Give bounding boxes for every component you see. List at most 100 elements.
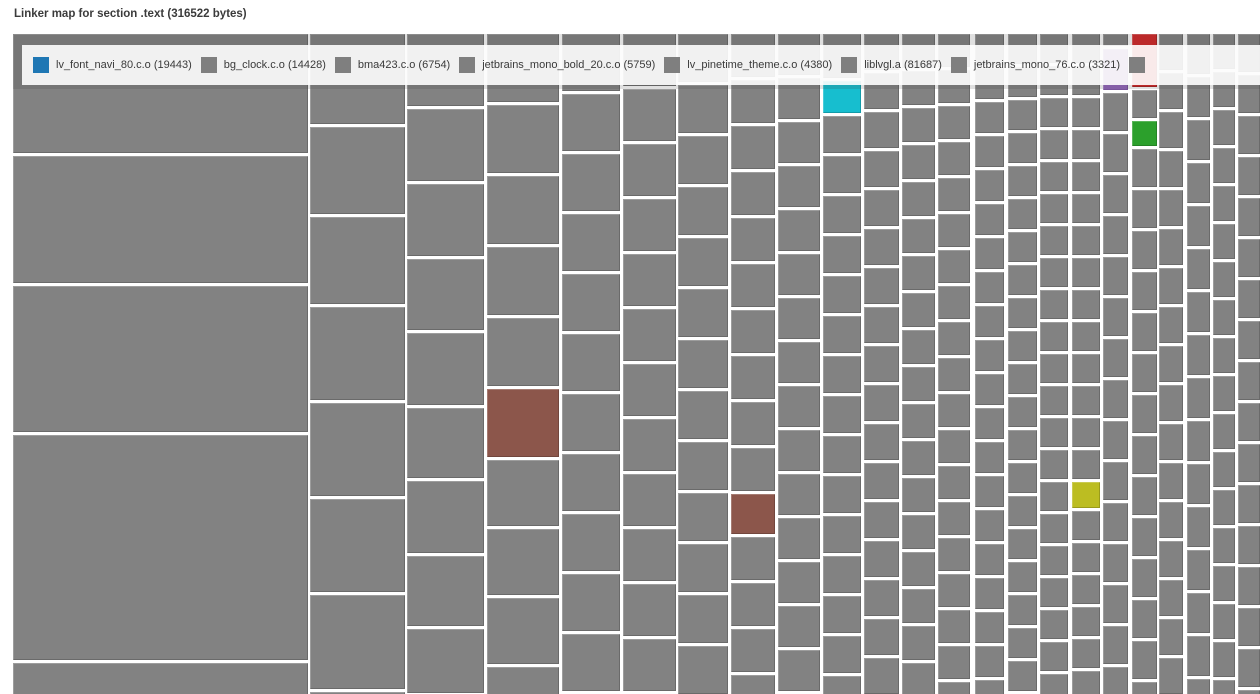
treemap-cell[interactable] (623, 474, 676, 526)
treemap-cell[interactable] (1213, 186, 1235, 221)
treemap-cell[interactable] (778, 386, 820, 427)
treemap-cell[interactable] (938, 286, 970, 319)
treemap-cell[interactable] (778, 474, 820, 515)
treemap-cell[interactable] (778, 298, 820, 339)
treemap-cell[interactable] (975, 136, 1004, 167)
treemap-cell[interactable] (823, 156, 861, 193)
treemap-cell[interactable] (975, 612, 1004, 643)
treemap-cell[interactable] (1103, 216, 1128, 254)
treemap-cell[interactable] (487, 598, 559, 664)
treemap-cell[interactable] (1072, 511, 1100, 540)
treemap-cell[interactable] (1132, 231, 1157, 269)
treemap-cell[interactable] (864, 268, 899, 304)
treemap-cell[interactable] (1187, 249, 1210, 289)
treemap-cell[interactable] (1040, 162, 1068, 191)
treemap-cell[interactable] (1213, 452, 1235, 487)
treemap-cell[interactable] (778, 650, 820, 691)
treemap-cell[interactable] (1008, 430, 1037, 460)
treemap-cell[interactable] (1008, 595, 1037, 625)
treemap-cell[interactable] (864, 580, 899, 616)
treemap-cell[interactable] (1008, 628, 1037, 658)
treemap-cell[interactable] (823, 516, 861, 553)
treemap-cell[interactable] (902, 330, 935, 364)
treemap-cell[interactable] (1213, 604, 1235, 639)
treemap-cell[interactable] (1132, 518, 1157, 556)
treemap-cell[interactable] (731, 537, 775, 580)
treemap-cell[interactable] (823, 436, 861, 473)
treemap-cell[interactable] (1187, 206, 1210, 246)
treemap-cell[interactable] (1072, 354, 1100, 383)
treemap-cell[interactable] (902, 552, 935, 586)
treemap-cell[interactable] (731, 310, 775, 353)
treemap-cell[interactable] (1040, 354, 1068, 383)
treemap-cell[interactable] (487, 667, 559, 694)
treemap-cell[interactable] (1072, 671, 1100, 694)
treemap-cell[interactable] (902, 367, 935, 401)
treemap-cell[interactable] (1187, 550, 1210, 590)
treemap-cell[interactable] (1187, 679, 1210, 694)
treemap-cell[interactable] (1187, 507, 1210, 547)
treemap-cell[interactable] (1187, 636, 1210, 676)
treemap-cell[interactable] (678, 238, 728, 286)
treemap-cell[interactable] (1132, 190, 1157, 228)
treemap-cell[interactable] (678, 442, 728, 490)
treemap-cell[interactable] (623, 639, 676, 691)
treemap-cell[interactable] (864, 346, 899, 382)
treemap-cell[interactable] (1159, 541, 1183, 577)
treemap-cell[interactable] (487, 389, 559, 457)
treemap-cell[interactable] (938, 106, 970, 139)
treemap-cell[interactable] (864, 541, 899, 577)
treemap-cell[interactable] (1008, 199, 1037, 229)
treemap-cell[interactable] (1103, 339, 1128, 377)
treemap-cell[interactable] (1132, 559, 1157, 597)
treemap-cell[interactable] (1132, 121, 1157, 146)
treemap-cell[interactable] (13, 663, 308, 694)
treemap-cell[interactable] (823, 596, 861, 633)
treemap-cell[interactable] (678, 289, 728, 337)
treemap-cell[interactable] (1213, 338, 1235, 373)
treemap-cell[interactable] (1238, 526, 1260, 564)
treemap-cell[interactable] (823, 476, 861, 513)
treemap-cell[interactable] (562, 574, 620, 631)
treemap-cell[interactable] (731, 264, 775, 307)
treemap-cell[interactable] (902, 478, 935, 512)
treemap-cell[interactable] (823, 676, 861, 694)
treemap-cell[interactable] (938, 322, 970, 355)
treemap-cell[interactable] (1072, 482, 1100, 508)
treemap-cell[interactable] (1040, 482, 1068, 511)
treemap-cell[interactable] (1008, 496, 1037, 526)
treemap-cell[interactable] (938, 646, 970, 679)
treemap-cell[interactable] (1040, 450, 1068, 479)
treemap-cell[interactable] (1187, 120, 1210, 160)
treemap-cell[interactable] (487, 460, 559, 526)
treemap-cell[interactable] (623, 89, 676, 141)
treemap-cell[interactable] (1072, 450, 1100, 479)
treemap-cell[interactable] (778, 254, 820, 295)
treemap-cell[interactable] (731, 583, 775, 626)
treemap-cell[interactable] (1040, 674, 1068, 694)
treemap-cell[interactable] (864, 190, 899, 226)
treemap-cell[interactable] (1008, 166, 1037, 196)
treemap-cell[interactable] (1187, 378, 1210, 418)
treemap-cell[interactable] (938, 502, 970, 535)
treemap-cell[interactable] (778, 166, 820, 207)
treemap-cell[interactable] (1238, 116, 1260, 154)
treemap-cell[interactable] (310, 595, 405, 689)
treemap-cell[interactable] (902, 219, 935, 253)
treemap-cell[interactable] (1072, 226, 1100, 255)
treemap-cell[interactable] (864, 619, 899, 655)
treemap-cell[interactable] (975, 408, 1004, 439)
treemap-cell[interactable] (1187, 421, 1210, 461)
treemap-cell[interactable] (1238, 157, 1260, 195)
treemap-cell[interactable] (975, 680, 1004, 694)
treemap-cell[interactable] (1103, 380, 1128, 418)
treemap-cell[interactable] (778, 562, 820, 603)
treemap-cell[interactable] (1008, 100, 1037, 130)
treemap-cell[interactable] (1040, 610, 1068, 639)
treemap-cell[interactable] (678, 595, 728, 643)
treemap-cell[interactable] (1213, 262, 1235, 297)
treemap-cell[interactable] (407, 481, 484, 553)
treemap-cell[interactable] (731, 356, 775, 399)
treemap-cell[interactable] (938, 142, 970, 175)
treemap-cell[interactable] (1159, 268, 1183, 304)
